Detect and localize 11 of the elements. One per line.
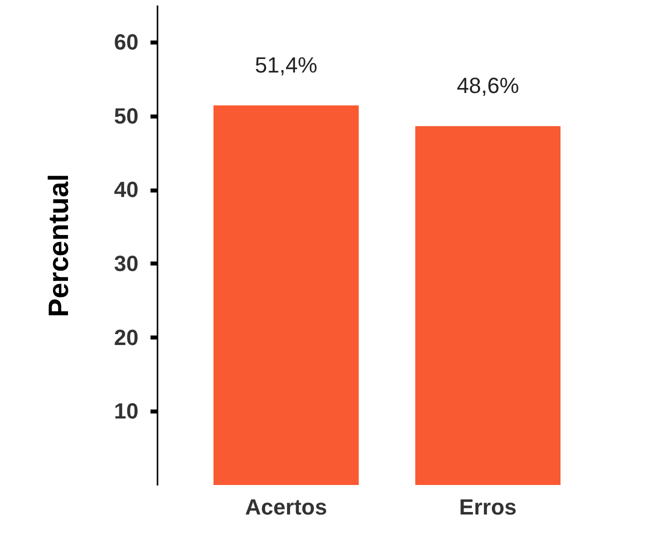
- y-tick-label: 50: [114, 103, 138, 128]
- y-axis-title: Percentual: [43, 174, 74, 318]
- y-tick-label: 60: [114, 29, 138, 54]
- y-tick-label: 40: [114, 177, 138, 202]
- y-tick-label: 10: [114, 398, 138, 424]
- x-tick-label: Acertos: [245, 494, 328, 520]
- data-label: 51,4%: [254, 52, 318, 78]
- x-tick-label: Erros: [459, 494, 517, 520]
- y-tick-label: 30: [114, 250, 138, 276]
- y-tick-label: 20: [114, 324, 138, 350]
- data-label: 48,6%: [456, 73, 520, 98]
